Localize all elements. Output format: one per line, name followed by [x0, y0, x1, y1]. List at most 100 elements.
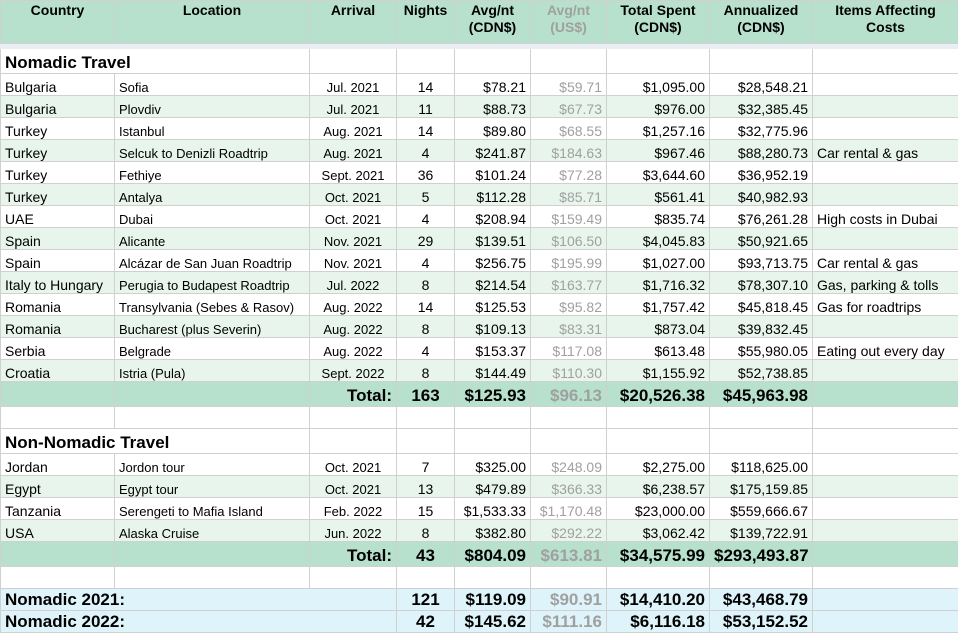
total-spent-cell[interactable]: $6,238.57 — [607, 476, 710, 498]
header-nights[interactable]: Nights — [397, 1, 455, 44]
total-spent-cell[interactable]: $1,095.00 — [607, 74, 710, 96]
items-cell[interactable]: Eating out every day — [813, 338, 958, 360]
avg-cdn-cell[interactable]: $241.87 — [455, 140, 531, 162]
annualized-cell[interactable]: $45,818.45 — [710, 294, 813, 316]
summary-label[interactable]: Nomadic 2022: — [1, 611, 397, 633]
nights-cell[interactable]: 5 — [397, 184, 455, 206]
total-nights[interactable]: 43 — [397, 542, 455, 567]
total-spent[interactable]: $20,526.38 — [607, 382, 710, 407]
nights-cell[interactable]: 11 — [397, 96, 455, 118]
empty-cell[interactable] — [115, 542, 310, 567]
location-cell[interactable]: Plovdiv — [115, 96, 310, 118]
avg-usd-cell[interactable]: $85.71 — [531, 184, 607, 206]
country-cell[interactable]: Spain — [1, 250, 115, 272]
annualized-cell[interactable]: $78,307.10 — [710, 272, 813, 294]
header-total-spent[interactable]: Total Spent(CDN$) — [607, 1, 710, 44]
annualized-cell[interactable]: $40,982.93 — [710, 184, 813, 206]
empty-cell[interactable] — [710, 429, 813, 454]
empty-cell[interactable] — [607, 407, 710, 429]
avg-usd-cell[interactable]: $117.08 — [531, 338, 607, 360]
empty-cell[interactable] — [1, 542, 115, 567]
arrival-cell[interactable]: Sept. 2022 — [310, 360, 397, 382]
summary-nights[interactable]: 42 — [397, 611, 455, 633]
total-spent-cell[interactable]: $23,000.00 — [607, 498, 710, 520]
avg-cdn-cell[interactable]: $479.89 — [455, 476, 531, 498]
nights-cell[interactable]: 8 — [397, 316, 455, 338]
location-cell[interactable]: Istanbul — [115, 118, 310, 140]
total-avg-cdn[interactable]: $125.93 — [455, 382, 531, 407]
total-annualized[interactable]: $293,493.87 — [710, 542, 813, 567]
empty-cell[interactable] — [710, 567, 813, 589]
header-country[interactable]: Country — [1, 1, 115, 44]
empty-cell[interactable] — [1, 382, 115, 407]
location-cell[interactable]: Alicante — [115, 228, 310, 250]
empty-cell[interactable] — [531, 407, 607, 429]
location-cell[interactable]: Egypt tour — [115, 476, 310, 498]
total-spent-cell[interactable]: $1,155.92 — [607, 360, 710, 382]
empty-cell[interactable] — [531, 49, 607, 74]
nights-cell[interactable]: 4 — [397, 206, 455, 228]
empty-cell[interactable] — [607, 49, 710, 74]
empty-cell[interactable] — [455, 429, 531, 454]
location-cell[interactable]: Antalya — [115, 184, 310, 206]
nights-cell[interactable]: 8 — [397, 272, 455, 294]
header-avg-cdn[interactable]: Avg/nt(CDN$) — [455, 1, 531, 44]
section-title[interactable]: Non-Nomadic Travel — [1, 429, 310, 454]
empty-cell[interactable] — [813, 429, 958, 454]
empty-cell[interactable] — [813, 567, 958, 589]
avg-cdn-cell[interactable]: $144.49 — [455, 360, 531, 382]
arrival-cell[interactable]: Aug. 2022 — [310, 316, 397, 338]
avg-usd-cell[interactable]: $106.50 — [531, 228, 607, 250]
nights-cell[interactable]: 36 — [397, 162, 455, 184]
empty-cell[interactable] — [531, 567, 607, 589]
items-cell[interactable]: Gas for roadtrips — [813, 294, 958, 316]
summary-total[interactable]: $6,116.18 — [607, 611, 710, 633]
items-cell[interactable] — [813, 228, 958, 250]
summary-avg-cdn[interactable]: $145.62 — [455, 611, 531, 633]
avg-cdn-cell[interactable]: $78.21 — [455, 74, 531, 96]
avg-usd-cell[interactable]: $292.22 — [531, 520, 607, 542]
empty-cell[interactable] — [607, 567, 710, 589]
summary-total[interactable]: $14,410.20 — [607, 589, 710, 611]
avg-cdn-cell[interactable]: $382.80 — [455, 520, 531, 542]
nights-cell[interactable]: 4 — [397, 338, 455, 360]
total-spent-cell[interactable]: $4,045.83 — [607, 228, 710, 250]
nights-cell[interactable]: 8 — [397, 520, 455, 542]
header-arrival[interactable]: Arrival — [310, 1, 397, 44]
empty-cell[interactable] — [607, 429, 710, 454]
avg-usd-cell[interactable]: $1,170.48 — [531, 498, 607, 520]
total-spent-cell[interactable]: $3,062.42 — [607, 520, 710, 542]
items-cell[interactable] — [813, 162, 958, 184]
empty-cell[interactable] — [310, 429, 397, 454]
annualized-cell[interactable]: $55,980.05 — [710, 338, 813, 360]
total-spent-cell[interactable]: $1,716.32 — [607, 272, 710, 294]
items-cell[interactable] — [813, 316, 958, 338]
country-cell[interactable]: Turkey — [1, 140, 115, 162]
header-avg-usd[interactable]: Avg/nt(US$) — [531, 1, 607, 44]
total-spent-cell[interactable]: $1,257.16 — [607, 118, 710, 140]
annualized-cell[interactable]: $52,738.85 — [710, 360, 813, 382]
total-spent-cell[interactable]: $873.04 — [607, 316, 710, 338]
country-cell[interactable]: Romania — [1, 316, 115, 338]
avg-usd-cell[interactable]: $67.73 — [531, 96, 607, 118]
total-spent-cell[interactable]: $3,644.60 — [607, 162, 710, 184]
country-cell[interactable]: Croatia — [1, 360, 115, 382]
annualized-cell[interactable]: $559,666.67 — [710, 498, 813, 520]
total-nights[interactable]: 163 — [397, 382, 455, 407]
annualized-cell[interactable]: $76,261.28 — [710, 206, 813, 228]
location-cell[interactable]: Perugia to Budapest Roadtrip — [115, 272, 310, 294]
avg-usd-cell[interactable]: $68.55 — [531, 118, 607, 140]
avg-usd-cell[interactable]: $195.99 — [531, 250, 607, 272]
total-avg-usd[interactable]: $96.13 — [531, 382, 607, 407]
location-cell[interactable]: Selcuk to Denizli Roadtrip — [115, 140, 310, 162]
total-avg-usd[interactable]: $613.81 — [531, 542, 607, 567]
empty-cell[interactable] — [813, 382, 958, 407]
annualized-cell[interactable]: $175,159.85 — [710, 476, 813, 498]
total-spent[interactable]: $34,575.99 — [607, 542, 710, 567]
avg-cdn-cell[interactable]: $208.94 — [455, 206, 531, 228]
location-cell[interactable]: Belgrade — [115, 338, 310, 360]
country-cell[interactable]: Bulgaria — [1, 96, 115, 118]
empty-cell[interactable] — [813, 542, 958, 567]
annualized-cell[interactable]: $88,280.73 — [710, 140, 813, 162]
